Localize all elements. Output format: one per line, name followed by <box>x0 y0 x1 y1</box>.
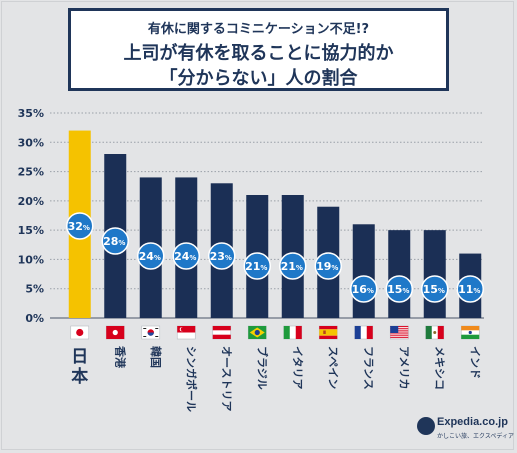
chart-subtitle: 有休に関するコミニケーション不足!? <box>147 22 370 37</box>
category-label: オーストリア <box>220 346 233 411</box>
title-box: 有休に関するコミニケーション不足!? 上司が有休を取ることに協力的か 「分からな… <box>68 8 449 91</box>
category-label: イタリア <box>291 346 304 390</box>
spain-flag-icon <box>318 325 338 340</box>
value-label: 16% <box>352 283 374 296</box>
value-badge <box>101 227 129 255</box>
expedia-logo: Expedia.co.jp かしこい旅、エクスペディア <box>417 415 514 443</box>
value-badge <box>66 212 94 240</box>
value-badge <box>243 252 271 280</box>
value-badge <box>350 275 378 303</box>
logo-tagline: かしこい旅、エクスペディア <box>437 433 514 440</box>
value-label: 11% <box>458 283 480 296</box>
category-label: 韓国 <box>149 346 163 368</box>
category-label: スペイン <box>326 346 339 389</box>
category-label-char: 本 <box>71 366 88 387</box>
category-label-char: 日 <box>71 347 88 367</box>
value-badge <box>137 242 165 270</box>
austria-flag-icon <box>212 325 232 340</box>
y-tick-label: 30% <box>18 136 44 149</box>
value-label: 15% <box>387 283 409 296</box>
y-tick-label: 20% <box>18 195 44 208</box>
bar <box>352 224 375 318</box>
value-label: 19% <box>316 260 338 273</box>
usa-flag-icon <box>389 325 409 340</box>
value-badge <box>456 275 484 303</box>
category-label: シンガポール <box>184 346 198 412</box>
korea-flag-icon <box>141 325 161 340</box>
y-tick-label: 10% <box>18 253 44 266</box>
value-badge <box>314 252 342 280</box>
category-label: フランス <box>362 346 375 390</box>
value-badge <box>172 242 200 270</box>
value-label: 21% <box>245 260 267 273</box>
value-label: 24% <box>139 250 161 263</box>
france-flag-icon <box>354 325 374 340</box>
bar <box>388 230 411 318</box>
value-label: 28% <box>103 235 125 248</box>
singapore-flag-icon <box>176 325 196 340</box>
italy-flag-icon <box>283 325 303 340</box>
chart-title-line2: 「分からない」人の割合 <box>159 68 358 89</box>
value-label: 32% <box>68 220 90 233</box>
value-badge <box>385 275 413 303</box>
y-tick-label: 5% <box>25 283 44 296</box>
category-label: インド <box>468 346 481 379</box>
value-badge <box>208 242 236 270</box>
japan-flag-icon <box>70 325 90 340</box>
chart-title-line1: 上司が有休を取ることに協力的か <box>123 43 394 64</box>
category-label: メキシコ <box>433 346 446 390</box>
hongkong-flag-icon <box>105 325 125 340</box>
category-label: ブラジル <box>255 346 269 390</box>
plane-globe-icon <box>417 417 435 435</box>
india-flag-icon <box>460 325 480 340</box>
bar <box>423 230 446 318</box>
value-badge <box>421 275 449 303</box>
value-label: 15% <box>423 283 445 296</box>
y-tick-label: 25% <box>18 166 44 179</box>
y-tick-label: 15% <box>18 224 44 237</box>
mexico-flag-icon <box>425 325 445 340</box>
y-tick-label: 35% <box>18 107 44 120</box>
y-tick-label: 0% <box>25 312 44 325</box>
category-label: アメリカ <box>397 346 410 389</box>
value-badge <box>279 252 307 280</box>
value-label: 21% <box>281 260 303 273</box>
value-label: 24% <box>174 250 196 263</box>
value-label: 23% <box>210 250 232 263</box>
category-label: 香港 <box>113 345 127 369</box>
logo-text: Expedia.co.jp <box>437 416 508 428</box>
brazil-flag-icon <box>247 325 267 340</box>
